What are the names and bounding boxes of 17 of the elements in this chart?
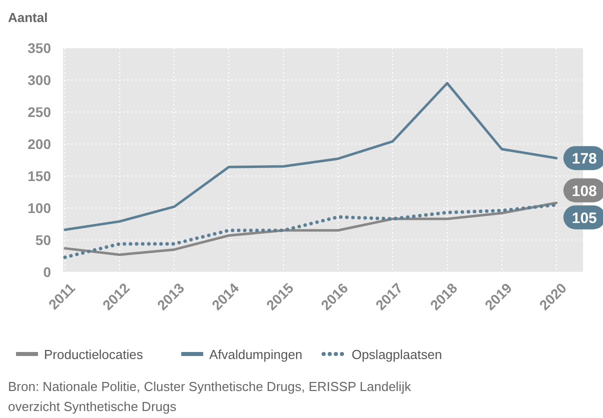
- y-tick-label: 300: [28, 72, 52, 88]
- legend-label: Opslagplaatsen: [352, 347, 442, 362]
- text: Bron: Nationale Politie, Cluster Synthetische Drugs, ERISSP Landelijk overzicht Synthetische Drugs: [8, 379, 412, 414]
- y-tick-label: 200: [28, 136, 52, 152]
- data-label: 108: [572, 182, 597, 200]
- y-tick-label: 150: [28, 168, 52, 184]
- data-label: 178: [572, 150, 597, 168]
- legend-label: Afvaldumpingen: [209, 347, 302, 362]
- y-tick-label: 350: [28, 40, 52, 56]
- line-series: [64, 82, 558, 232]
- y-tick-label: 250: [28, 104, 52, 120]
- data-label: 105: [572, 210, 597, 227]
- y-tick-label: 0: [43, 264, 52, 280]
- y-axis-title: Aantal: [8, 10, 48, 25]
- y-tick-label: 100: [28, 200, 52, 216]
- legend-label: Productielocaties: [44, 347, 144, 362]
- y-tick-label: 50: [35, 232, 52, 248]
